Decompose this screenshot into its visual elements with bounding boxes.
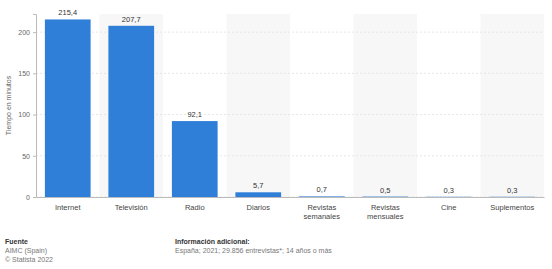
y-tick: 150 bbox=[18, 70, 36, 77]
x-tick: Revistassemanales bbox=[304, 197, 341, 221]
bar bbox=[426, 196, 472, 197]
footer: Fuente AIMC (Spain)© Statista 2022 Informa… bbox=[5, 238, 332, 263]
x-tick-label: Radio bbox=[185, 203, 205, 212]
x-tick-label: Cine bbox=[441, 203, 456, 212]
y-tick: 200 bbox=[18, 29, 36, 36]
column-band bbox=[481, 14, 545, 197]
y-tick-label: 100 bbox=[18, 111, 30, 118]
y-tick-mark bbox=[33, 73, 36, 74]
y-tick: 0 bbox=[26, 194, 36, 201]
annotation: Fuente bbox=[5, 238, 28, 245]
y-tick-label: 200 bbox=[18, 29, 30, 36]
bar bbox=[299, 196, 345, 197]
annotation: Información adicional: bbox=[175, 238, 250, 245]
x-axis: Internet Televisión Radio Diarios Revistasse… bbox=[37, 197, 545, 221]
y-tick-mark bbox=[33, 32, 36, 33]
y-tick-label: 150 bbox=[18, 70, 30, 77]
bar bbox=[108, 26, 154, 197]
data-label: 92,1 bbox=[187, 110, 202, 119]
x-tick: Suplementos bbox=[490, 197, 534, 212]
y-tick: 50 bbox=[22, 153, 36, 160]
y-axis-line bbox=[33, 15, 37, 198]
bar bbox=[235, 192, 281, 197]
y-tick-mark bbox=[33, 156, 36, 157]
x-tick-label: Internet bbox=[55, 203, 81, 212]
data-label: 0,7 bbox=[317, 185, 327, 194]
bar bbox=[489, 196, 535, 197]
column-band bbox=[100, 14, 164, 197]
x-tick: Cine bbox=[441, 197, 456, 212]
y-tick: 100 bbox=[18, 111, 36, 118]
data-label: 0,3 bbox=[444, 186, 454, 195]
y-tick-mark bbox=[33, 115, 36, 116]
data-label: 0,3 bbox=[507, 186, 517, 195]
data-label: 215,4 bbox=[58, 8, 77, 17]
bar bbox=[362, 196, 408, 197]
y-tick-label: 50 bbox=[22, 153, 30, 160]
bars bbox=[45, 19, 535, 197]
chart: 0 50 100 150 200 Internet Televisión Radio Diari… bbox=[0, 0, 552, 269]
x-tick-label: Diarios bbox=[247, 203, 271, 212]
y-tick-label: 0 bbox=[26, 194, 30, 201]
x-axis-line bbox=[37, 197, 545, 198]
column-shading bbox=[100, 14, 545, 197]
y-axis: 0 50 100 150 200 bbox=[18, 15, 36, 201]
data-label: 207,7 bbox=[122, 15, 141, 24]
annotation: España; 2021; 29.856 entrevistas*; 14 añ… bbox=[175, 247, 332, 255]
annotation: AIMC (Spain) bbox=[5, 247, 47, 255]
bar bbox=[172, 121, 218, 197]
data-label: 0,5 bbox=[380, 186, 390, 195]
data-label: 5,7 bbox=[253, 181, 263, 190]
plot: 0 50 100 150 200 Internet Televisión Radio Diari… bbox=[18, 8, 544, 221]
x-tick-label: Televisión bbox=[115, 203, 148, 212]
x-tick-label: Suplementos bbox=[490, 203, 534, 212]
data-labels: 215,4 207,7 92,1 5,7 0,7 0,5 0,3 0,3 bbox=[58, 8, 517, 194]
bar bbox=[45, 19, 91, 197]
column-band bbox=[227, 14, 291, 197]
x-tick-label: Revistasmensuales bbox=[367, 203, 404, 221]
y-tick-mark bbox=[33, 197, 36, 198]
x-tick: Revistasmensuales bbox=[367, 197, 404, 221]
annotation: © Statista 2022 bbox=[5, 256, 53, 263]
y-axis-title: Tiempo en minutos bbox=[5, 75, 13, 135]
x-tick: Diarios bbox=[247, 197, 271, 212]
x-tick-label: Revistassemanales bbox=[304, 203, 341, 221]
x-tick: Internet bbox=[55, 197, 81, 212]
x-tick: Radio bbox=[185, 197, 205, 212]
x-tick: Televisión bbox=[115, 197, 148, 212]
column-band bbox=[354, 14, 418, 197]
